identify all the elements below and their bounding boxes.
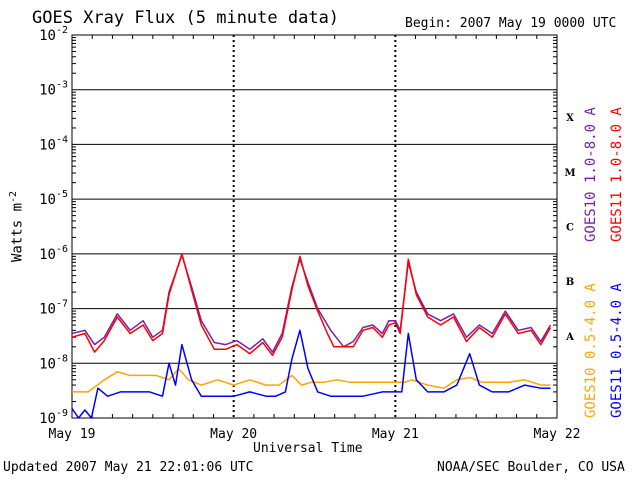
plot-frame: [71, 34, 558, 419]
y-tick-exponent: -9: [56, 408, 68, 419]
y-tick-base: 10: [39, 411, 56, 427]
x-axis-label: Universal Time: [253, 441, 363, 456]
y-axis-label-exponent: -2: [8, 190, 19, 203]
y-tick-base: 10: [39, 83, 56, 99]
y-tick-label: 10-8: [39, 353, 68, 372]
flare-class-label: X: [566, 113, 574, 124]
y-axis-label: Watts m-2: [8, 191, 26, 262]
x-tick-label: May 21: [372, 427, 419, 442]
y-tick-exponent: -6: [56, 244, 68, 255]
y-tick-exponent: -3: [56, 80, 68, 91]
y-tick-label: 10-3: [39, 80, 68, 99]
y-tick-exponent: -8: [56, 353, 68, 364]
begin-label: Begin: 2007 May 19 0000 UTC: [405, 16, 617, 31]
y-tick-label: 10-9: [39, 408, 68, 427]
legend-goes11-short: GOES11 0.5-4.0 A: [609, 283, 625, 418]
x-tick-labels: May 19 May 20 May 21 May 22: [49, 427, 581, 442]
series-line-1: [71, 253, 552, 357]
gridlines: [72, 35, 557, 418]
y-tick-label: 10-2: [39, 25, 68, 44]
flare-class-labels: X M C B A: [564, 113, 575, 343]
y-tick-base: 10: [39, 192, 56, 208]
legend-goes10-long: GOES10 1.0-8.0 A: [583, 107, 599, 242]
y-tick-label: 10-4: [39, 134, 68, 153]
y-tick-label: 10-6: [39, 244, 68, 263]
x-tick-label: May 20: [210, 427, 257, 442]
flare-class-label: C: [566, 223, 574, 234]
y-tick-base: 10: [39, 247, 56, 263]
plot-area: [71, 34, 558, 419]
y-tick-exponent: -2: [56, 25, 68, 36]
chart-title: GOES Xray Flux (5 minute data): [32, 8, 340, 28]
y-axis-label-text: Watts m: [9, 202, 26, 262]
series-layer: [71, 253, 552, 419]
flare-class-label: M: [564, 168, 575, 179]
x-tick-label: May 19: [49, 427, 96, 442]
footer-updated: Updated 2007 May 21 22:01:06 UTC: [3, 460, 254, 475]
y-tick-labels: 10-210-310-410-510-610-710-810-9: [39, 25, 68, 427]
legend-goes10-short: GOES10 0.5-4.0 A: [583, 283, 599, 418]
flare-class-label: A: [565, 332, 574, 343]
footer-credit: NOAA/SEC Boulder, CO USA: [437, 460, 625, 475]
y-tick-exponent: -7: [56, 299, 68, 310]
y-tick-label: 10-7: [39, 299, 68, 318]
flare-class-label: B: [566, 277, 574, 288]
y-tick-exponent: -4: [56, 134, 68, 145]
y-tick-base: 10: [39, 302, 56, 318]
y-tick-base: 10: [39, 137, 56, 153]
y-tick-base: 10: [39, 28, 56, 44]
y-tick-base: 10: [39, 356, 56, 372]
legend-goes11-long: GOES11 1.0-8.0 A: [609, 107, 625, 242]
series-line-2: [72, 367, 551, 393]
y-tick-label: 10-5: [39, 189, 68, 208]
series-line-0: [71, 254, 552, 353]
y-tick-exponent: -5: [56, 189, 68, 200]
x-tick-label: May 22: [534, 427, 581, 442]
series-line-3: [71, 329, 551, 419]
